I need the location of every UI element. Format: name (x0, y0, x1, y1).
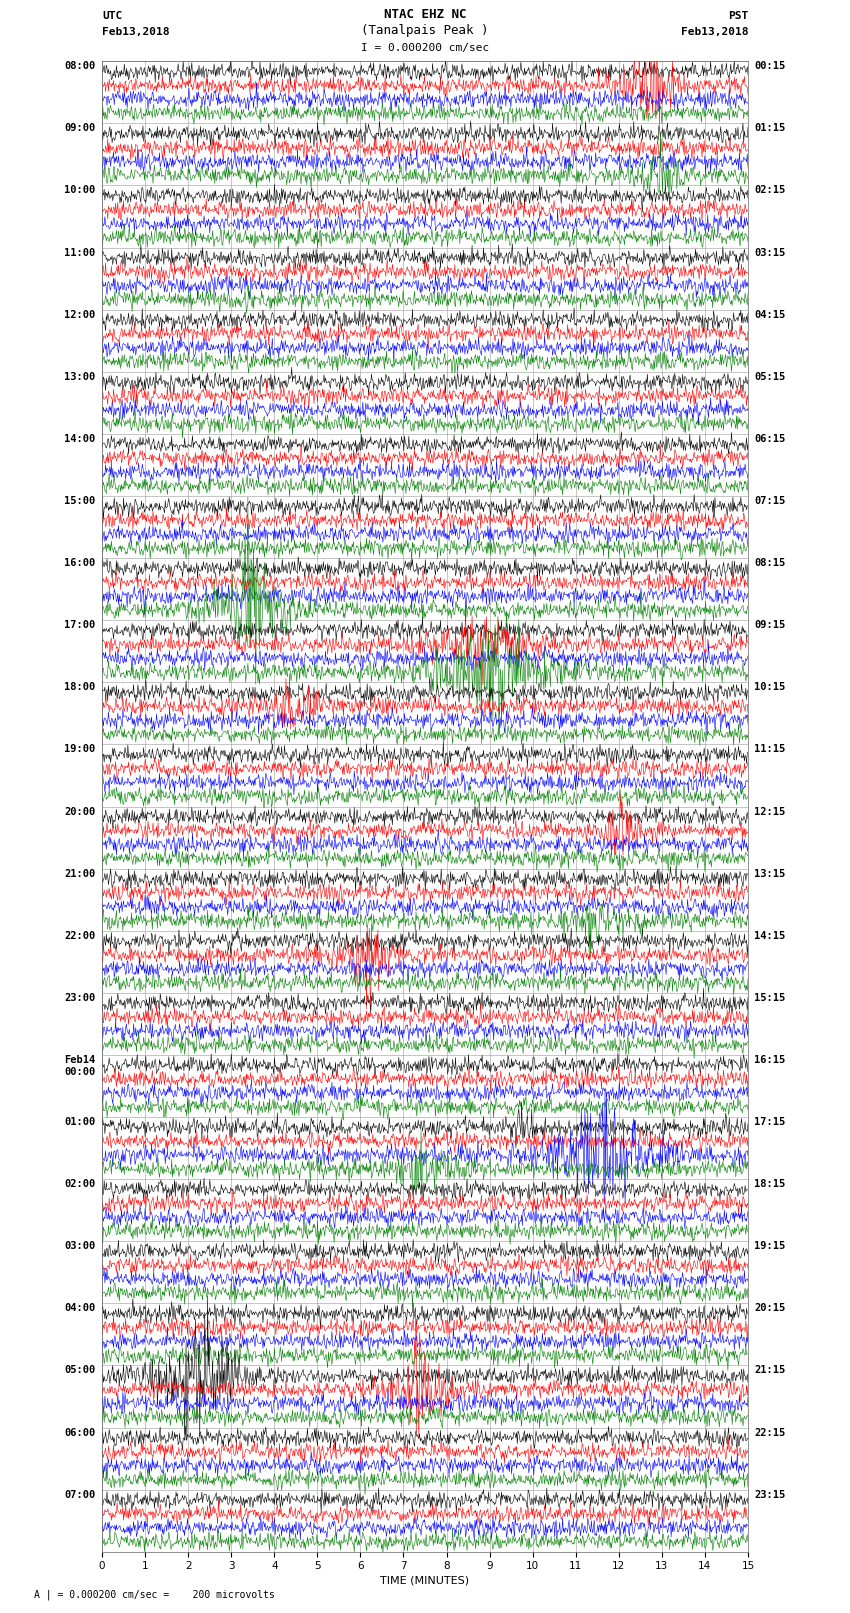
Text: Feb13,2018: Feb13,2018 (102, 27, 169, 37)
X-axis label: TIME (MINUTES): TIME (MINUTES) (381, 1576, 469, 1586)
Text: 22:00: 22:00 (65, 931, 95, 940)
Text: 15:00: 15:00 (65, 497, 95, 506)
Text: 14:15: 14:15 (755, 931, 785, 940)
Text: 21:00: 21:00 (65, 869, 95, 879)
Text: (Tanalpais Peak ): (Tanalpais Peak ) (361, 24, 489, 37)
Text: 11:00: 11:00 (65, 248, 95, 258)
Text: 01:15: 01:15 (755, 124, 785, 134)
Text: 07:15: 07:15 (755, 497, 785, 506)
Text: 20:00: 20:00 (65, 806, 95, 816)
Text: 07:00: 07:00 (65, 1490, 95, 1500)
Text: 02:15: 02:15 (755, 185, 785, 195)
Text: 17:00: 17:00 (65, 621, 95, 631)
Text: 03:00: 03:00 (65, 1242, 95, 1252)
Text: 04:00: 04:00 (65, 1303, 95, 1313)
Text: 01:00: 01:00 (65, 1118, 95, 1127)
Text: 06:15: 06:15 (755, 434, 785, 444)
Text: 16:00: 16:00 (65, 558, 95, 568)
Text: PST: PST (728, 11, 748, 21)
Text: 06:00: 06:00 (65, 1428, 95, 1437)
Text: 02:00: 02:00 (65, 1179, 95, 1189)
Text: Feb14
00:00: Feb14 00:00 (65, 1055, 95, 1076)
Text: 19:15: 19:15 (755, 1242, 785, 1252)
Text: 05:15: 05:15 (755, 373, 785, 382)
Text: 16:15: 16:15 (755, 1055, 785, 1065)
Text: 00:15: 00:15 (755, 61, 785, 71)
Text: 14:00: 14:00 (65, 434, 95, 444)
Text: 10:00: 10:00 (65, 185, 95, 195)
Text: 05:00: 05:00 (65, 1365, 95, 1376)
Text: 08:15: 08:15 (755, 558, 785, 568)
Text: 08:00: 08:00 (65, 61, 95, 71)
Text: 12:15: 12:15 (755, 806, 785, 816)
Text: 23:00: 23:00 (65, 994, 95, 1003)
Text: 21:15: 21:15 (755, 1365, 785, 1376)
Text: 12:00: 12:00 (65, 310, 95, 319)
Text: Feb13,2018: Feb13,2018 (681, 27, 748, 37)
Text: 09:00: 09:00 (65, 124, 95, 134)
Text: I = 0.000200 cm/sec: I = 0.000200 cm/sec (361, 44, 489, 53)
Text: A | = 0.000200 cm/sec =    200 microvolts: A | = 0.000200 cm/sec = 200 microvolts (34, 1589, 275, 1600)
Text: 20:15: 20:15 (755, 1303, 785, 1313)
Text: 23:15: 23:15 (755, 1490, 785, 1500)
Text: 15:15: 15:15 (755, 994, 785, 1003)
Text: 19:00: 19:00 (65, 745, 95, 755)
Text: 09:15: 09:15 (755, 621, 785, 631)
Text: 22:15: 22:15 (755, 1428, 785, 1437)
Text: 13:00: 13:00 (65, 373, 95, 382)
Text: UTC: UTC (102, 11, 122, 21)
Text: 18:15: 18:15 (755, 1179, 785, 1189)
Text: 04:15: 04:15 (755, 310, 785, 319)
Text: 17:15: 17:15 (755, 1118, 785, 1127)
Text: 13:15: 13:15 (755, 869, 785, 879)
Text: 18:00: 18:00 (65, 682, 95, 692)
Text: NTAC EHZ NC: NTAC EHZ NC (383, 8, 467, 21)
Text: 10:15: 10:15 (755, 682, 785, 692)
Text: 11:15: 11:15 (755, 745, 785, 755)
Text: 03:15: 03:15 (755, 248, 785, 258)
